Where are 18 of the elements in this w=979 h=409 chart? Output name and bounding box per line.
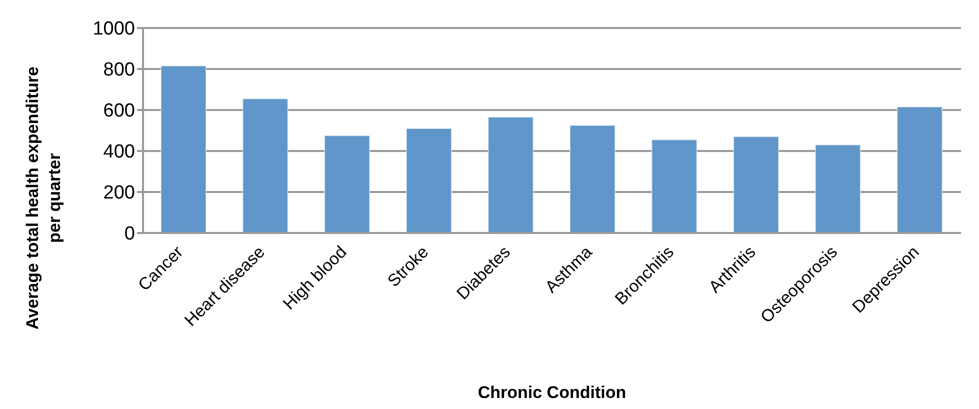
- bar: [814, 144, 861, 233]
- bar: [160, 65, 206, 233]
- bar: [570, 124, 616, 233]
- bar: [896, 106, 943, 233]
- bar: [651, 139, 698, 233]
- y-tick-label: 200: [103, 182, 135, 204]
- y-tick-label: 1000: [92, 18, 135, 40]
- y-tick-label: 600: [103, 100, 135, 122]
- bar: [242, 98, 288, 233]
- bar: [733, 136, 780, 233]
- bar: [324, 135, 370, 233]
- bar: [488, 116, 534, 233]
- bar: [406, 128, 452, 233]
- x-axis-title: Chronic Condition: [478, 383, 626, 402]
- y-axis-title: Average total health expenditure per quarter: [23, 66, 64, 330]
- y-tick-label: 400: [103, 142, 135, 163]
- y-tick-label: 0: [124, 224, 135, 245]
- y-tick-label: 800: [103, 60, 135, 81]
